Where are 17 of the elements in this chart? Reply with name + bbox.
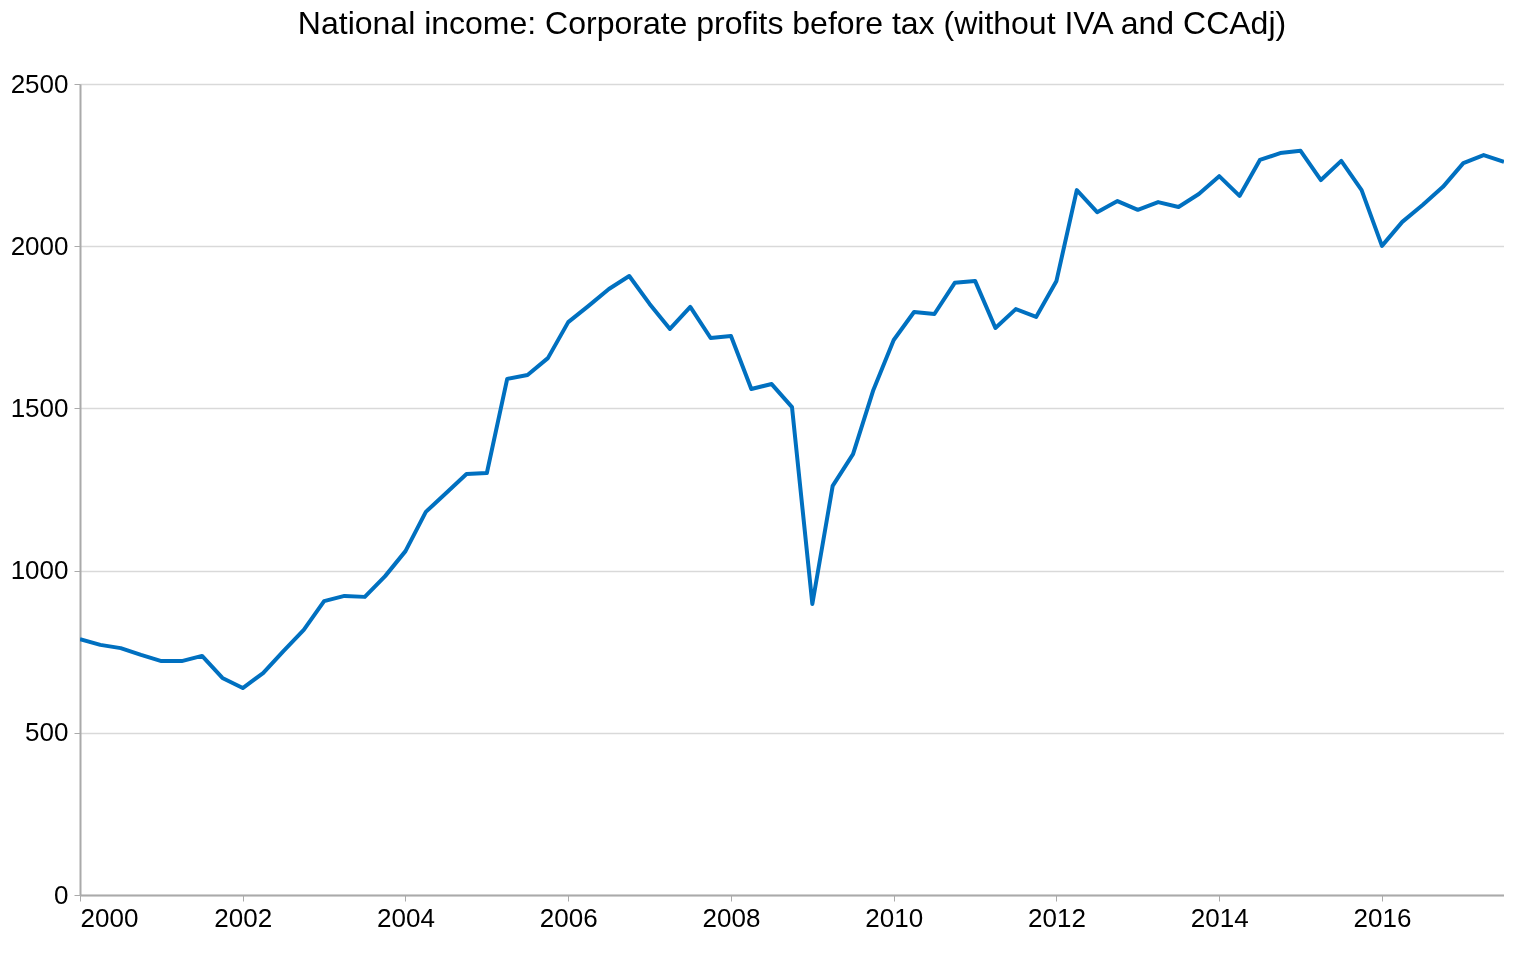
x-tick-label: 2002 <box>214 902 273 933</box>
x-tick-label: 2012 <box>1028 902 1086 933</box>
x-tick-label: 2006 <box>539 902 598 933</box>
y-tick-label: 500 <box>25 717 69 748</box>
x-tick-label: 2000 <box>80 902 139 933</box>
x-tick-label: 2008 <box>702 902 761 933</box>
x-tick-label: 2004 <box>377 902 435 933</box>
chart-title: National income: Corporate profits before tax (without IVA and CCAdj) <box>297 5 1287 41</box>
x-tick-label: 2016 <box>1353 902 1412 933</box>
y-tick-label: 0 <box>54 879 69 910</box>
y-tick-label: 2000 <box>10 230 69 261</box>
x-tick-label: 2010 <box>865 902 924 933</box>
y-tick-label: 1500 <box>10 392 69 423</box>
x-tick-label: 2014 <box>1190 902 1249 933</box>
y-tick-label: 2500 <box>10 68 69 99</box>
y-tick-label: 1000 <box>10 555 69 586</box>
line-series <box>80 148 1504 691</box>
